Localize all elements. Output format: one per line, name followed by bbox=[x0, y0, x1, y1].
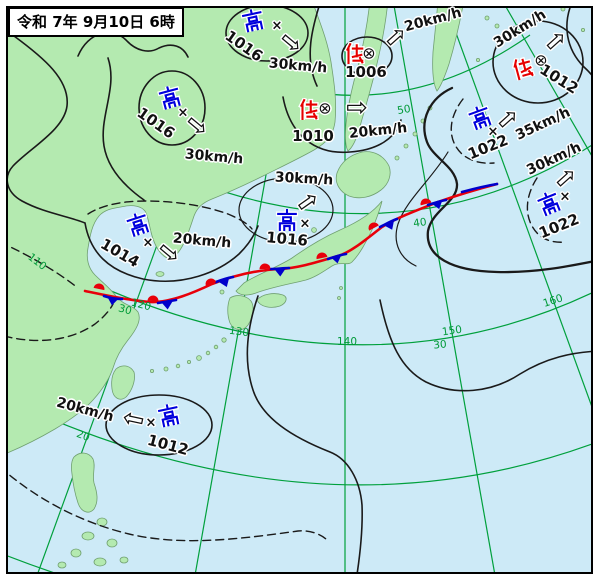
pressure-value: 1006 bbox=[345, 63, 387, 81]
high-center-mark: × bbox=[299, 216, 311, 232]
isobar-dashed-over-high-1014 bbox=[87, 200, 253, 230]
low-center-mark: ⊗ bbox=[534, 50, 548, 70]
latitude-label-50n: 50 bbox=[396, 102, 412, 118]
low-kanji-icon bbox=[297, 98, 319, 120]
isobar-dashed-east-china-sea bbox=[8, 303, 114, 342]
low-center-mark: ⊗ bbox=[318, 98, 332, 118]
isobar-under-low-1010 bbox=[282, 96, 402, 154]
isobar-dashed-high-1022-upper bbox=[450, 98, 495, 164]
land-kyushu bbox=[227, 295, 254, 331]
land-kamchatka bbox=[432, 8, 463, 92]
base-map bbox=[8, 8, 591, 572]
isobar-around-high-nw bbox=[225, 8, 309, 62]
high-center-mark: × bbox=[142, 235, 154, 251]
chart-datetime-title: 令和 7年 9月10日 6時 bbox=[8, 7, 184, 37]
land-hokkaido bbox=[335, 151, 391, 199]
high-center-mark: × bbox=[559, 189, 571, 205]
land-small-islands bbox=[155, 8, 586, 300]
isobar-dashed-high-1022-lower bbox=[526, 177, 567, 243]
high-center-mark: × bbox=[177, 105, 189, 121]
isobar-top-right bbox=[566, 8, 591, 76]
isobar-dashed-south bbox=[8, 472, 327, 542]
landmasses bbox=[8, 8, 586, 569]
isobar-south-of-japan bbox=[246, 295, 363, 572]
low-kanji-icon bbox=[343, 42, 365, 64]
isobar-dashed-china-coast bbox=[8, 245, 79, 289]
high-kanji-icon bbox=[535, 189, 564, 218]
high-kanji-icon bbox=[466, 103, 494, 132]
low-center-mark: ⊗ bbox=[362, 43, 376, 63]
land-honshu bbox=[235, 200, 383, 296]
cold-front-triangles bbox=[107, 200, 443, 310]
high-kanji-icon bbox=[156, 402, 182, 429]
isobar-around-high-west bbox=[138, 70, 206, 146]
pressure-value: 1016 bbox=[265, 228, 309, 250]
isobar-west-snake bbox=[8, 35, 259, 283]
stationary-front bbox=[83, 182, 499, 310]
land-ryukyu-islands bbox=[149, 337, 227, 373]
high-kanji-icon bbox=[240, 7, 266, 34]
land-philippine-islands bbox=[57, 517, 129, 569]
isobar-around-low-1012 bbox=[492, 20, 584, 104]
land-taiwan bbox=[111, 365, 135, 400]
isobar-inland bbox=[102, 57, 145, 201]
high-kanji-icon bbox=[124, 210, 152, 238]
isobar-east-snake bbox=[423, 86, 591, 274]
land-shikoku bbox=[256, 293, 287, 308]
warm-front-semicircles bbox=[93, 198, 432, 302]
isobars bbox=[8, 8, 591, 572]
isobar-around-high-sea-of-japan bbox=[238, 177, 334, 243]
longitude-label-130e: 130 bbox=[228, 324, 250, 340]
high-center-mark: × bbox=[271, 18, 283, 34]
latitude-label-30n-east: 30 bbox=[432, 338, 448, 352]
pressure-value: 1010 bbox=[292, 127, 334, 145]
high-kanji-icon bbox=[276, 209, 298, 231]
land-asia-continent bbox=[8, 8, 337, 454]
land-luzon bbox=[71, 452, 98, 513]
latitude-label-40n: 40 bbox=[412, 216, 428, 230]
isobar-pacific-u bbox=[379, 299, 591, 392]
high-center-mark: × bbox=[145, 415, 157, 431]
map-frame bbox=[6, 6, 593, 574]
isobar-sakhalin-west bbox=[309, 8, 320, 87]
low-kanji-icon bbox=[509, 55, 536, 82]
high-kanji-icon bbox=[156, 84, 184, 111]
isobar-around-low-1006 bbox=[341, 36, 393, 76]
isobar-thin-east bbox=[395, 151, 449, 267]
movement-arrow-icon: ⇨ bbox=[346, 93, 368, 123]
longitude-label-140e: 140 bbox=[336, 336, 358, 348]
isobar-around-high-south bbox=[105, 394, 213, 456]
high-center-mark: × bbox=[487, 124, 499, 140]
